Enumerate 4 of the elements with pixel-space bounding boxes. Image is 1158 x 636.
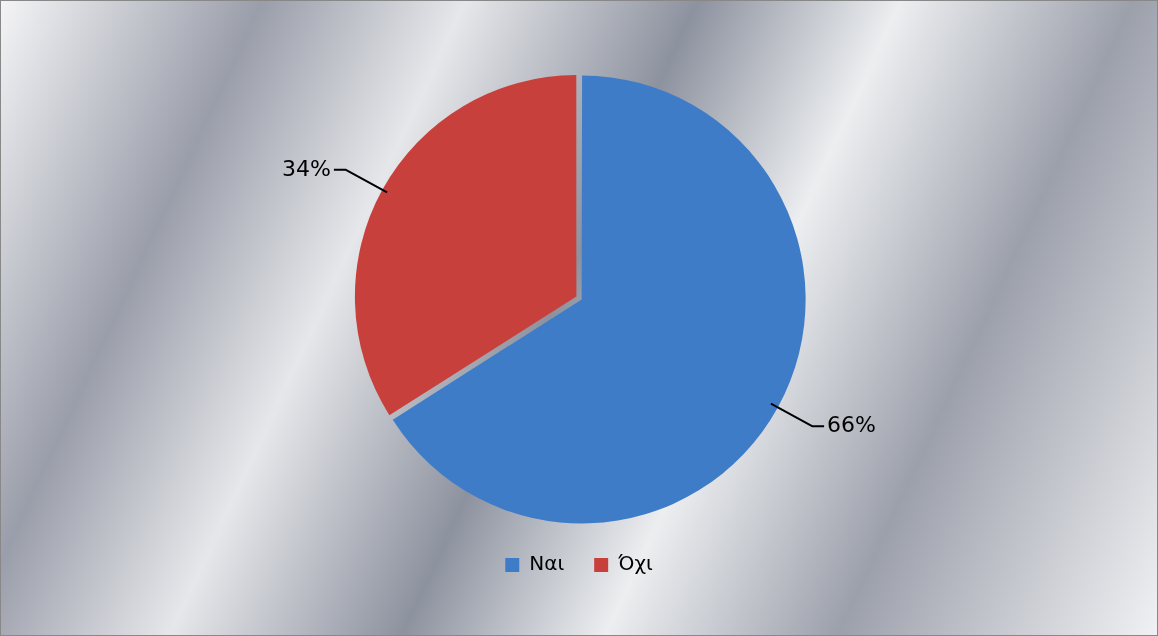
data-label: 66% xyxy=(827,411,876,437)
legend-label: Ναι xyxy=(529,551,565,576)
data-label: 34% xyxy=(282,155,331,181)
legend-label: Όχι xyxy=(617,551,653,576)
